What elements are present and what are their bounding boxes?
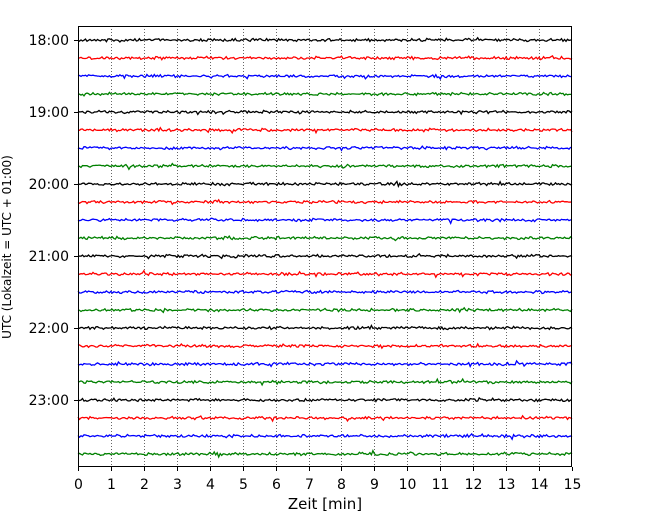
trace-1800 <box>77 36 573 43</box>
x-axis-label: Zeit [min] <box>288 495 362 513</box>
trace-2245 <box>77 377 573 387</box>
y-axis: 18:00 19:00 20:00 21:00 22:00 23:00 <box>29 33 78 409</box>
y-tick-label: 21:00 <box>29 249 69 265</box>
x-tick-label: 14 <box>531 477 549 493</box>
trace-2215 <box>77 342 573 350</box>
trace-1815 <box>77 55 573 61</box>
trace-2200 <box>77 323 573 331</box>
plot-frame <box>78 26 572 467</box>
trace-1830 <box>77 73 573 81</box>
x-tick-label: 9 <box>370 477 379 493</box>
trace-1900 <box>77 109 573 116</box>
x-axis: 0 1 2 3 4 5 6 7 8 9 10 11 12 13 14 15 <box>74 467 581 493</box>
x-tick-label: 13 <box>498 477 516 493</box>
trace-2045 <box>77 234 573 242</box>
trace-2345 <box>77 449 573 459</box>
trace-2315 <box>77 414 573 423</box>
trace-2330 <box>77 432 573 441</box>
trace-2300 <box>78 396 573 403</box>
x-tick-label: 12 <box>465 477 483 493</box>
trace-2115 <box>77 269 573 279</box>
x-tick-label: 0 <box>74 477 83 493</box>
trace-2000 <box>77 180 573 188</box>
x-tick-label: 6 <box>272 477 281 493</box>
y-tick-label: 22:00 <box>29 321 69 337</box>
y-axis-label: UTC (Lokalzeit = UTC + 01:00) <box>0 155 14 339</box>
trace-2130 <box>77 289 573 295</box>
x-tick-label: 11 <box>432 477 450 493</box>
trace-2230 <box>77 359 573 368</box>
x-tick-label: 3 <box>173 477 182 493</box>
x-tick-label: 1 <box>107 477 116 493</box>
x-tick-label: 10 <box>399 477 417 493</box>
trace-2015 <box>77 198 573 206</box>
trace-2100 <box>77 252 573 260</box>
x-tick-label: 4 <box>206 477 215 493</box>
x-tick-label: 7 <box>305 477 314 493</box>
trace-1845 <box>77 91 573 97</box>
x-tick-label: 2 <box>140 477 149 493</box>
y-tick-label: 19:00 <box>29 105 69 121</box>
x-tick-label: 15 <box>564 477 582 493</box>
traces <box>77 36 573 459</box>
y-tick-label: 23:00 <box>29 393 69 409</box>
trace-2145 <box>77 306 573 314</box>
trace-1945 <box>77 162 573 171</box>
trace-1930 <box>77 145 573 152</box>
trace-1915 <box>77 126 573 135</box>
x-tick-label: 8 <box>337 477 346 493</box>
x-tick-label: 5 <box>239 477 248 493</box>
y-tick-label: 18:00 <box>29 33 69 49</box>
trace-2030 <box>77 217 573 225</box>
y-tick-label: 20:00 <box>29 177 69 193</box>
